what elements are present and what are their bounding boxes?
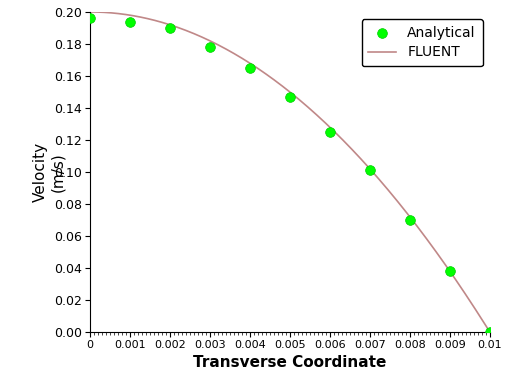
Point xyxy=(446,268,454,274)
Point xyxy=(286,94,294,100)
Point xyxy=(206,44,214,50)
Y-axis label: Velocity
(m/s): Velocity (m/s) xyxy=(33,142,65,202)
Point xyxy=(326,129,334,135)
Point xyxy=(86,15,94,21)
Point xyxy=(365,167,374,173)
Point xyxy=(486,329,494,335)
Point xyxy=(406,217,414,223)
Point xyxy=(126,18,134,25)
X-axis label: Transverse Coordinate: Transverse Coordinate xyxy=(193,355,386,370)
Legend: Analytical, FLUENT: Analytical, FLUENT xyxy=(361,19,483,66)
Point xyxy=(166,25,174,31)
Point xyxy=(246,65,254,71)
